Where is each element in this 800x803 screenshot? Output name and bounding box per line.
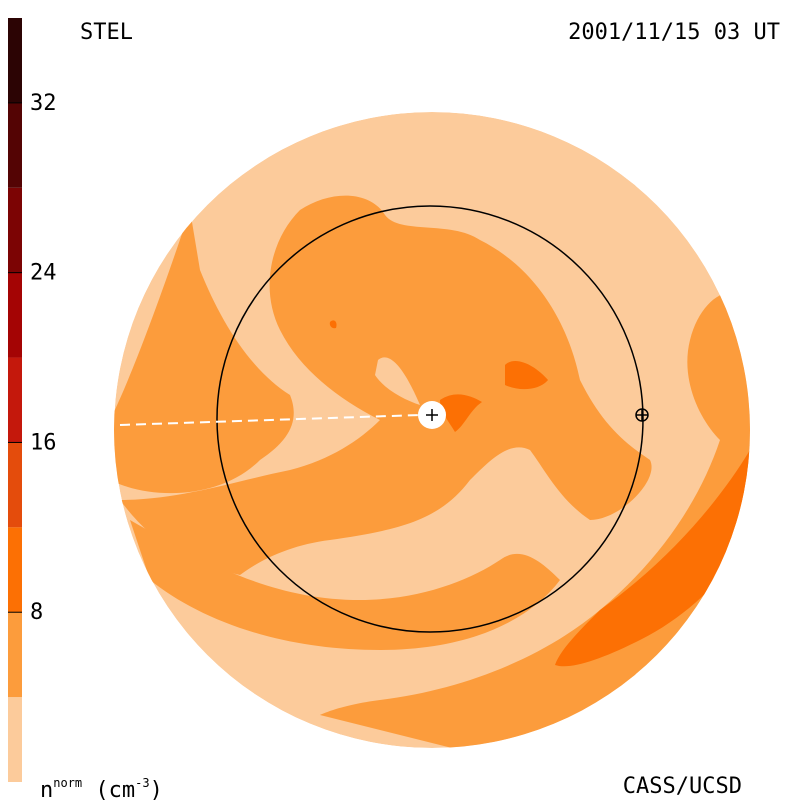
density-region-left-band (114, 210, 294, 494)
colorbar-segment (8, 697, 22, 782)
unit-close: ) (149, 778, 163, 803)
density-map (114, 112, 750, 748)
colorbar-segment (8, 612, 22, 698)
credit-label: CASS/UCSD (622, 774, 742, 799)
colorbar (8, 18, 22, 782)
earth-orbit (216, 205, 644, 633)
timestamp: 2001/11/15 03 UT (568, 20, 780, 45)
unit-paren: (cm (95, 778, 136, 803)
density-region-right-arc (320, 292, 750, 748)
colorbar-segment (8, 18, 22, 103)
density-region-dense-patch-1 (505, 360, 548, 390)
colorbar-segment (8, 357, 22, 443)
density-region-lower (130, 520, 560, 650)
unit-base: n (40, 778, 54, 803)
density-region-dense-patch-2 (440, 394, 482, 432)
density-region-light-wedge (375, 357, 420, 405)
colorbar-tick-label: 32 (30, 91, 57, 116)
colorbar-segment (8, 272, 22, 358)
colorbar-segment (8, 102, 22, 188)
plot-title: STEL (80, 20, 133, 45)
colorbar-segment (8, 187, 22, 273)
colorbar-ticks: 8 16 24 32 (8, 91, 57, 625)
earth-icon (635, 408, 649, 422)
unit-sup: norm (53, 776, 83, 790)
sun-earth-line (119, 414, 421, 426)
colorbar-tick-label: 24 (30, 261, 57, 286)
colorbar-unit-label: nnorm (cm-3) (40, 772, 163, 802)
unit-exp: -3 (135, 776, 150, 790)
colorbar-tick-label: 8 (30, 600, 43, 625)
colorbar-tick-label: 16 (30, 430, 57, 455)
colorbar-segment (8, 527, 22, 613)
density-region-dense-streak (555, 450, 750, 667)
colorbar-segment (8, 442, 22, 528)
density-region-dense-dot (329, 320, 337, 329)
